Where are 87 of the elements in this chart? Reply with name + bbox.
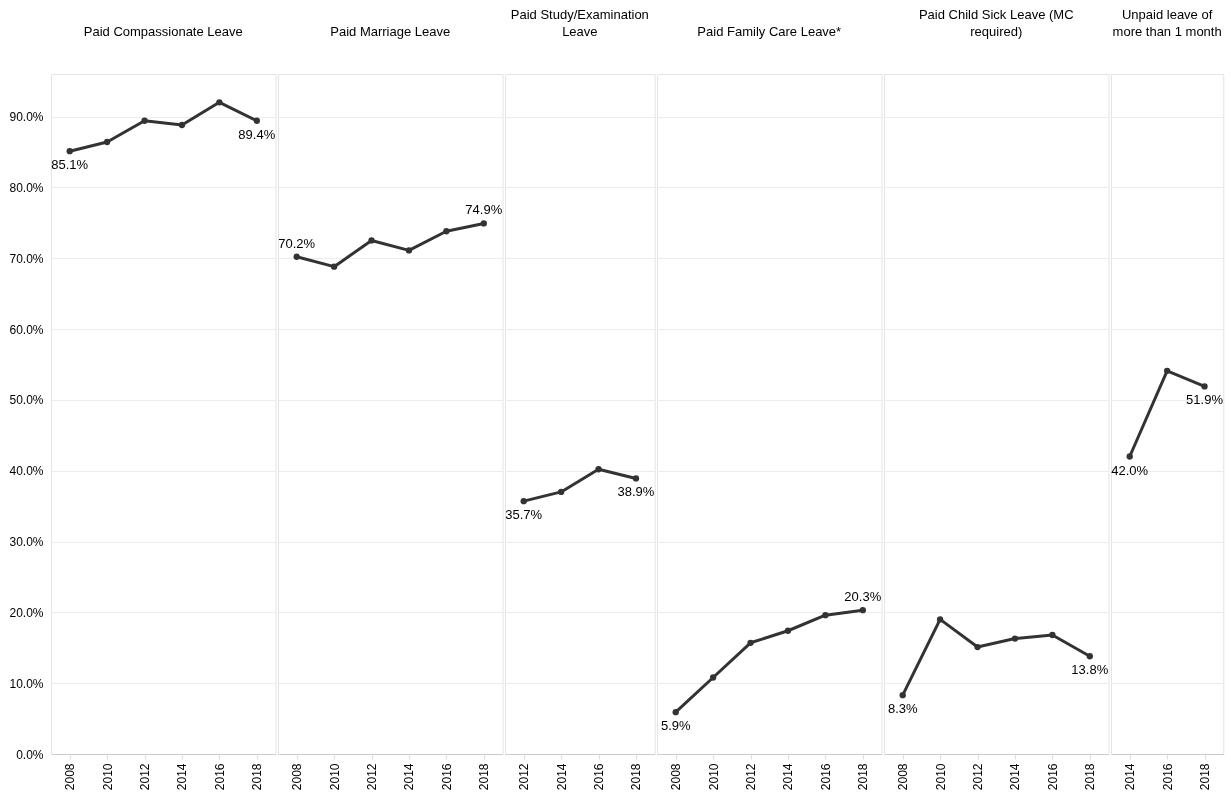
x-tick-label: 2012	[138, 763, 153, 791]
x-tick-label: 2018	[629, 763, 644, 791]
data-label: 20.3%	[844, 589, 882, 605]
x-tick-label: 2014	[402, 763, 417, 791]
point	[253, 117, 260, 124]
x-tick-label: 2016	[212, 763, 227, 791]
point	[520, 497, 527, 505]
x-tick-label: 2014	[175, 763, 190, 791]
y-tick-label: 50.0%	[9, 393, 44, 408]
chart-title: Paid Study/Examination Leave	[510, 7, 649, 39]
x-tick-label: 2018	[1198, 763, 1213, 791]
chart-title: Paid Marriage Leave	[330, 24, 451, 39]
point	[672, 709, 679, 716]
y-tick-label: 0.0%	[16, 747, 44, 762]
chart-title: Paid Family Care Leave*	[697, 24, 842, 39]
x-tick-label: 2008	[290, 763, 305, 791]
point	[1011, 635, 1019, 642]
x-tick-label: 2008	[896, 763, 911, 791]
x-tick-label: 2016	[818, 763, 833, 791]
chart-title: Unpaid leave of more than 1 month	[1112, 7, 1222, 39]
x-tick-label: 2018	[1083, 763, 1098, 791]
x-tick-label: 2016	[592, 763, 607, 791]
chart-title: Paid Compassionate Leave	[83, 24, 243, 39]
point	[822, 612, 829, 619]
point	[859, 607, 866, 614]
x-tick-label: 2016	[1045, 763, 1060, 791]
point	[443, 228, 450, 235]
x-tick-label: 2012	[365, 763, 380, 791]
data-label: 13.8%	[1071, 662, 1109, 678]
point	[784, 627, 792, 634]
point	[1086, 653, 1093, 660]
x-tick-label: 2014	[554, 763, 569, 791]
point	[405, 247, 413, 254]
x-tick-label: 2014	[781, 763, 796, 791]
point	[330, 263, 338, 270]
point	[557, 488, 565, 496]
x-tick-label: 2010	[933, 763, 948, 791]
x-tick-label: 2016	[439, 763, 454, 791]
y-tick-label: 20.0%	[9, 605, 44, 620]
point	[293, 253, 300, 260]
x-tick-label: 2018	[477, 763, 492, 791]
y-tick-label: 60.0%	[9, 322, 44, 337]
point	[1049, 631, 1056, 639]
y-tick-label: 40.0%	[9, 464, 44, 479]
x-tick-label: 2018	[250, 763, 265, 791]
point	[141, 117, 148, 124]
point	[936, 616, 944, 623]
y-tick-label: 90.0%	[9, 110, 44, 124]
data-label: 8.3%	[887, 701, 918, 717]
x-tick-label: 2012	[744, 763, 759, 791]
point	[709, 674, 717, 681]
point	[216, 99, 223, 106]
data-label: 85.1%	[51, 157, 89, 173]
data-label: 70.2%	[278, 235, 316, 251]
y-tick-label: 30.0%	[9, 535, 44, 549]
point	[103, 138, 111, 146]
x-tick-label: 2012	[517, 763, 532, 791]
point	[595, 466, 602, 473]
data-label: 5.9%	[660, 718, 691, 734]
point	[632, 475, 640, 482]
chart-title: Paid Child Sick Leave (MC required)	[918, 7, 1074, 39]
x-tick-label: 2010	[706, 763, 721, 791]
point	[899, 692, 906, 699]
x-tick-label: 2016	[1160, 763, 1175, 791]
data-label: 89.4%	[238, 126, 276, 142]
y-tick-label: 10.0%	[9, 676, 44, 691]
point	[974, 643, 981, 651]
x-tick-label: 2014	[1123, 763, 1138, 791]
x-tick-label: 2008	[669, 763, 684, 791]
data-label: 42.0%	[1111, 462, 1149, 478]
y-tick-label: 80.0%	[9, 180, 44, 195]
x-tick-label: 2014	[1008, 763, 1023, 791]
x-tick-label: 2018	[856, 763, 871, 791]
data-label: 35.7%	[505, 507, 543, 523]
point	[480, 220, 487, 227]
x-tick-label: 2008	[63, 763, 78, 791]
x-tick-label: 2012	[971, 763, 986, 791]
x-tick-label: 2010	[100, 763, 115, 791]
y-tick-label: 70.0%	[9, 251, 44, 266]
data-label: 51.9%	[1186, 392, 1224, 408]
data-label: 38.9%	[617, 484, 655, 500]
x-tick-label: 2010	[327, 763, 342, 791]
point	[66, 148, 73, 155]
point	[368, 237, 375, 244]
data-label: 74.9%	[465, 202, 503, 218]
point	[178, 121, 186, 129]
point	[747, 639, 754, 646]
